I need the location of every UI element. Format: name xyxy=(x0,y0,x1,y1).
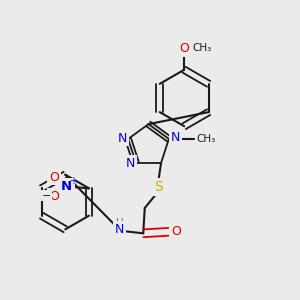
Text: O: O xyxy=(49,190,59,203)
Text: N: N xyxy=(118,131,127,145)
Text: N: N xyxy=(115,223,124,236)
Text: −: − xyxy=(42,191,51,201)
Text: N: N xyxy=(125,157,135,170)
Text: O: O xyxy=(49,170,59,184)
Text: S: S xyxy=(154,180,163,194)
Text: N: N xyxy=(171,131,180,144)
Text: CH₃: CH₃ xyxy=(196,134,215,144)
Text: +: + xyxy=(69,176,77,186)
Text: H: H xyxy=(116,218,123,228)
Text: CH₃: CH₃ xyxy=(193,44,212,53)
Text: O: O xyxy=(179,42,189,55)
Text: N: N xyxy=(61,180,72,194)
Text: O: O xyxy=(171,225,181,238)
